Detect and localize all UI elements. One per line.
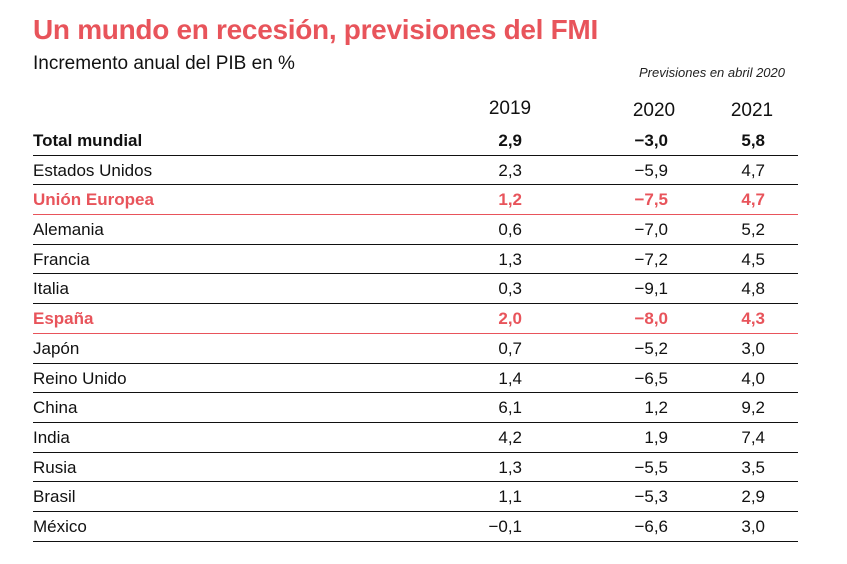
- country-name: Francia: [33, 249, 90, 269]
- gdp-table: Total mundial 2,9 −3,0 5,8 Estados Unidos 2,3…: [33, 126, 798, 542]
- value-2021: 3,0: [741, 516, 765, 536]
- value-2020: −8,0: [634, 309, 668, 329]
- country-name: Estados Unidos: [33, 160, 153, 180]
- table-row: India 4,2 1,9 7,4: [33, 423, 798, 453]
- country-name: Italia: [33, 279, 69, 299]
- value-2019: 6,1: [498, 398, 522, 418]
- value-2020: −6,5: [634, 368, 668, 388]
- country-name: India: [33, 427, 70, 447]
- value-2020: −3,0: [634, 131, 668, 150]
- value-2021: 4,0: [741, 368, 765, 388]
- country-name: Alemania: [33, 220, 104, 240]
- value-2021: 5,2: [741, 220, 765, 240]
- table-row: Italia 0,3 −9,1 4,8: [33, 274, 798, 305]
- column-headers: 2019 2020 2021: [0, 96, 847, 124]
- column-header-2020: 2020: [632, 100, 676, 121]
- table-row: España 2,0 −8,0 4,3: [33, 304, 798, 334]
- table-row: China 6,1 1,2 9,2: [33, 393, 798, 423]
- value-2020: −7,2: [634, 249, 668, 269]
- country-name: Brasil: [33, 487, 76, 507]
- value-2020: −7,5: [634, 190, 668, 210]
- country-name: Reino Unido: [33, 368, 127, 388]
- column-header-2021: 2021: [730, 100, 774, 121]
- table-row: Rusia 1,3 −5,5 3,5: [33, 453, 798, 483]
- value-2019: 1,4: [498, 368, 522, 388]
- value-2021: 3,5: [741, 457, 765, 477]
- country-name: Japón: [33, 338, 80, 358]
- value-2021: 4,7: [741, 190, 765, 210]
- value-2021: 4,3: [741, 309, 765, 329]
- value-2019: 0,3: [498, 279, 522, 299]
- table-row: Japón 0,7 −5,2 3,0: [33, 334, 798, 364]
- table-row: Unión Europea 1,2 −7,5 4,7: [33, 185, 798, 216]
- country-name: Total mundial: [33, 131, 143, 150]
- chart-subtitle: Incremento anual del PIB en %: [33, 53, 295, 74]
- value-2021: 4,8: [741, 279, 765, 299]
- value-2020: 1,9: [644, 427, 668, 447]
- forecast-note: Previsiones en abril 2020: [639, 65, 785, 80]
- value-2020: −7,0: [634, 220, 668, 240]
- value-2020: −5,9: [634, 160, 668, 180]
- value-2020: −5,5: [634, 457, 668, 477]
- country-name: España: [33, 309, 94, 329]
- value-2021: 2,9: [741, 487, 765, 507]
- value-2019: 0,7: [498, 338, 522, 358]
- country-name: México: [33, 516, 87, 536]
- value-2020: −6,6: [634, 516, 668, 536]
- value-2019: −0,1: [488, 516, 522, 536]
- table-row: México −0,1 −6,6 3,0: [33, 512, 798, 542]
- chart-title: Un mundo en recesión, previsiones del FM…: [33, 14, 598, 45]
- value-2019: 1,3: [498, 457, 522, 477]
- value-2019: 0,6: [498, 220, 522, 240]
- table-row: Brasil 1,1 −5,3 2,9: [33, 482, 798, 512]
- value-2021: 3,0: [741, 338, 765, 358]
- value-2021: 4,5: [741, 249, 765, 269]
- table-row: Francia 1,3 −7,2 4,5: [33, 245, 798, 275]
- country-name: Unión Europea: [33, 190, 154, 210]
- value-2019: 2,0: [498, 309, 522, 329]
- country-name: Rusia: [33, 457, 77, 477]
- country-name: China: [33, 398, 78, 418]
- table-row: Reino Unido 1,4 −6,5 4,0: [33, 364, 798, 394]
- value-2021: 5,8: [741, 131, 765, 150]
- value-2020: 1,2: [644, 398, 668, 418]
- table-row: Total mundial 2,9 −3,0 5,8: [33, 126, 798, 156]
- value-2021: 9,2: [741, 398, 765, 418]
- column-header-2019: 2019: [488, 98, 532, 119]
- value-2020: −5,3: [634, 487, 668, 507]
- value-2020: −5,2: [634, 338, 668, 358]
- value-2019: 4,2: [498, 427, 522, 447]
- value-2020: −9,1: [634, 279, 668, 299]
- value-2019: 1,3: [498, 249, 522, 269]
- value-2019: 2,3: [498, 160, 522, 180]
- value-2019: 2,9: [498, 131, 522, 150]
- table-row: Estados Unidos 2,3 −5,9 4,7: [33, 156, 798, 186]
- value-2021: 7,4: [741, 427, 765, 447]
- value-2021: 4,7: [741, 160, 765, 180]
- value-2019: 1,1: [498, 487, 522, 507]
- value-2019: 1,2: [498, 190, 522, 210]
- table-row: Alemania 0,6 −7,0 5,2: [33, 215, 798, 245]
